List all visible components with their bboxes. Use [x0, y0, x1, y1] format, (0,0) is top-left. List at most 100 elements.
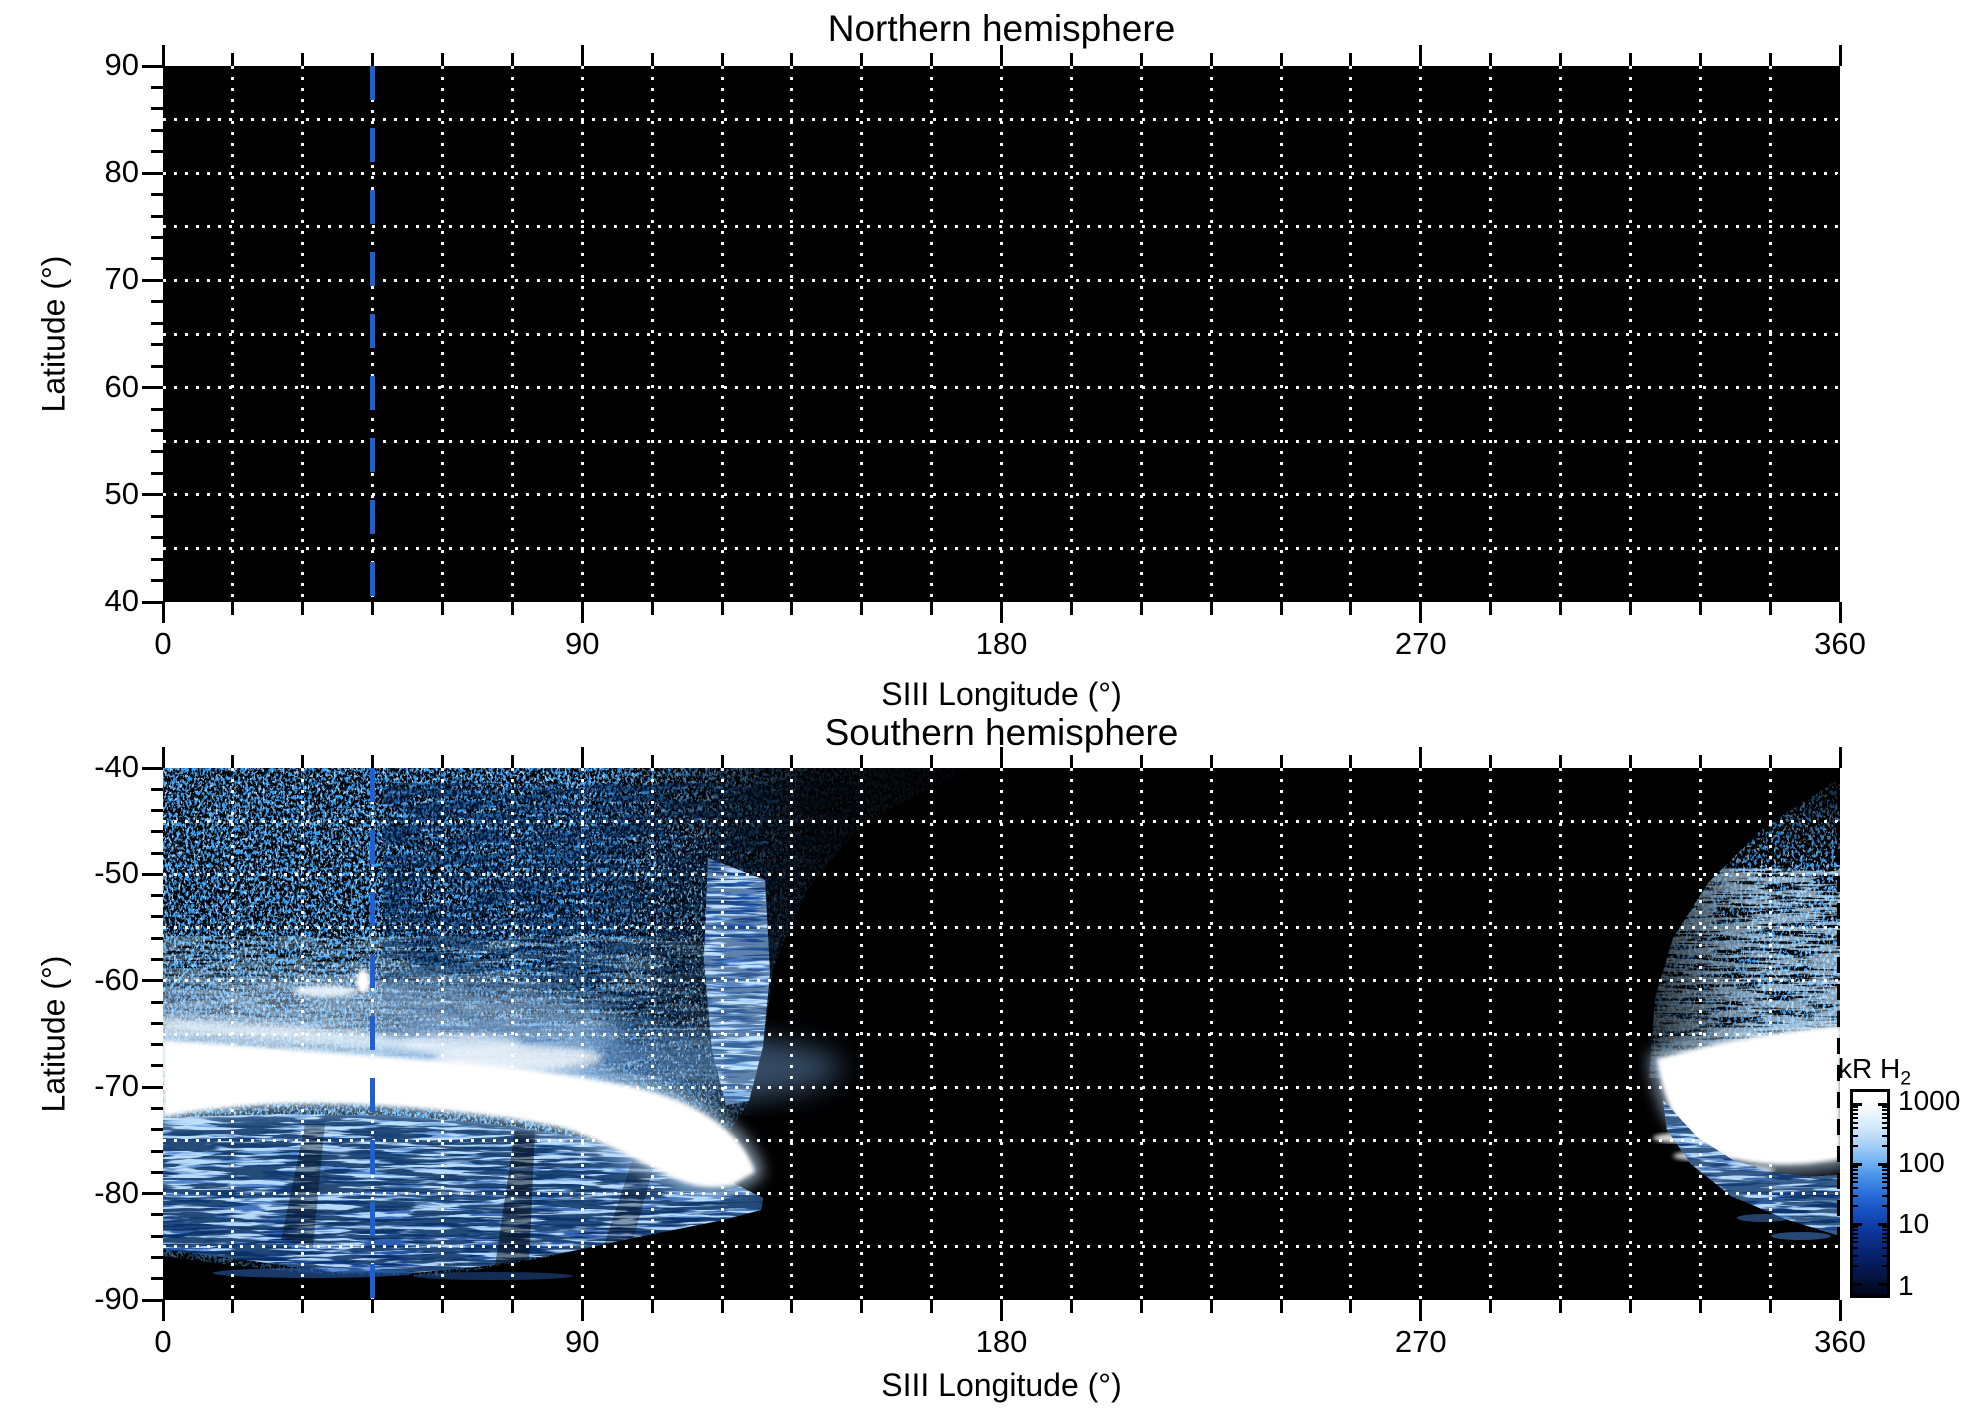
- x-tick-mark: [930, 53, 934, 66]
- x-tick-mark: [580, 1300, 584, 1321]
- gridline-latitude--45: [163, 819, 1840, 823]
- colorbar-minor-tick: [1853, 1106, 1858, 1109]
- x-tick-mark: [231, 53, 235, 66]
- north-gridlines: [163, 66, 1840, 602]
- x-tick-label-0: 0: [154, 626, 172, 661]
- x-tick-mark: [301, 755, 305, 768]
- x-tick-mark: [1349, 1300, 1353, 1313]
- x-tick-mark: [650, 602, 654, 615]
- x-tick-mark: [790, 1300, 794, 1313]
- x-tick-mark: [161, 45, 165, 66]
- x-tick-mark: [1768, 1300, 1772, 1313]
- colorbar-minor-tick: [1882, 1112, 1887, 1115]
- y-tick-mark: [151, 1064, 163, 1068]
- colorbar-minor-tick: [1853, 1109, 1858, 1112]
- x-tick-mark: [1139, 602, 1143, 615]
- gridline-latitude-70: [163, 278, 1840, 282]
- y-tick-mark: [151, 1277, 163, 1281]
- colorbar-minor-tick: [1853, 1145, 1858, 1148]
- colorbar-tick: [1878, 1103, 1887, 1107]
- gridline-latitude-85: [163, 118, 1840, 122]
- y-tick-mark: [151, 1255, 163, 1259]
- y-tick-label-80: 80: [104, 154, 139, 190]
- x-tick-mark: [1000, 602, 1003, 623]
- x-tick-mark: [1209, 1300, 1213, 1313]
- colorbar-minor-tick: [1853, 1166, 1858, 1169]
- south-panel-title: Southern hemisphere: [824, 712, 1179, 753]
- colorbar-minor-tick: [1882, 1134, 1887, 1137]
- colorbar-minor-tick: [1882, 1106, 1887, 1109]
- colorbar-tick: [1878, 1282, 1887, 1286]
- colorbar-minor-tick: [1882, 1232, 1887, 1235]
- y-tick-mark: [151, 300, 163, 304]
- x-tick-mark: [1279, 602, 1283, 615]
- x-tick-mark: [1838, 45, 1842, 66]
- south-right-frame-dashed: [1837, 768, 1840, 1300]
- colorbar-minor-tick: [1882, 1109, 1887, 1112]
- x-tick-mark: [1768, 53, 1772, 66]
- colorbar-minor-tick: [1882, 1187, 1887, 1190]
- x-tick-mark: [1628, 755, 1632, 768]
- y-tick-mark: [142, 1192, 163, 1196]
- north-cml-marker-line: [370, 66, 376, 602]
- x-tick-mark: [1768, 755, 1772, 768]
- x-tick-mark: [1069, 53, 1073, 66]
- colorbar-minor-tick: [1853, 1121, 1858, 1124]
- x-tick-label-90: 90: [565, 626, 600, 661]
- colorbar-minor-tick: [1853, 1169, 1858, 1172]
- x-tick-mark: [441, 755, 444, 768]
- y-tick-mark: [151, 1043, 163, 1047]
- y-tick-mark: [151, 321, 163, 325]
- gridline-latitude-45: [163, 546, 1840, 550]
- colorbar-minor-tick: [1853, 1194, 1858, 1197]
- y-tick-mark: [151, 1000, 163, 1004]
- x-tick-mark: [1139, 53, 1143, 66]
- x-tick-mark: [1209, 53, 1213, 66]
- x-tick-mark: [860, 755, 864, 768]
- x-tick-mark: [231, 1300, 235, 1313]
- y-tick-mark: [151, 787, 163, 791]
- x-tick-mark: [1559, 53, 1562, 66]
- y-tick-label-40: 40: [104, 583, 139, 618]
- y-tick-mark: [142, 493, 163, 497]
- colorbar-minor-tick: [1853, 1265, 1858, 1268]
- y-tick-mark: [151, 214, 163, 218]
- colorbar-minor-tick: [1882, 1166, 1887, 1169]
- y-tick-mark: [151, 107, 163, 111]
- x-tick-mark: [1559, 602, 1562, 615]
- x-tick-mark: [1838, 1300, 1842, 1321]
- gridline-latitude-50: [163, 493, 1840, 497]
- x-tick-mark: [1489, 755, 1493, 768]
- x-tick-mark: [1838, 747, 1842, 768]
- colorbar-tick: [1878, 1222, 1887, 1226]
- gridline-latitude--50: [163, 872, 1840, 876]
- gridline-latitude-75: [163, 225, 1840, 229]
- colorbar-minor-tick: [1882, 1116, 1887, 1119]
- x-tick-mark: [1559, 755, 1562, 768]
- x-tick-label-90: 90: [565, 1324, 600, 1359]
- gridline-latitude-60: [163, 386, 1840, 390]
- x-tick-mark: [1419, 747, 1423, 768]
- x-tick-mark: [580, 45, 584, 66]
- colorbar-minor-tick: [1882, 1226, 1887, 1229]
- colorbar-minor-tick: [1853, 1127, 1858, 1130]
- x-tick-mark: [1139, 1300, 1143, 1313]
- y-tick-mark: [151, 958, 163, 962]
- x-tick-mark: [1000, 45, 1003, 66]
- x-tick-mark: [231, 602, 235, 615]
- colorbar-minor-tick: [1882, 1121, 1887, 1124]
- x-tick-mark: [510, 53, 514, 66]
- y-tick-mark: [142, 386, 163, 390]
- x-tick-mark: [301, 1300, 305, 1313]
- y-tick-mark: [151, 830, 163, 834]
- x-tick-label-360: 360: [1814, 626, 1866, 661]
- x-tick-mark: [650, 53, 654, 66]
- x-tick-mark: [790, 53, 794, 66]
- x-tick-mark: [1069, 602, 1073, 615]
- x-tick-mark: [510, 602, 514, 615]
- gridline-latitude--85: [163, 1245, 1840, 1249]
- x-tick-mark: [441, 53, 444, 66]
- x-tick-mark: [371, 602, 375, 615]
- colorbar-tick: [1853, 1162, 1862, 1166]
- x-tick-mark: [1000, 747, 1003, 768]
